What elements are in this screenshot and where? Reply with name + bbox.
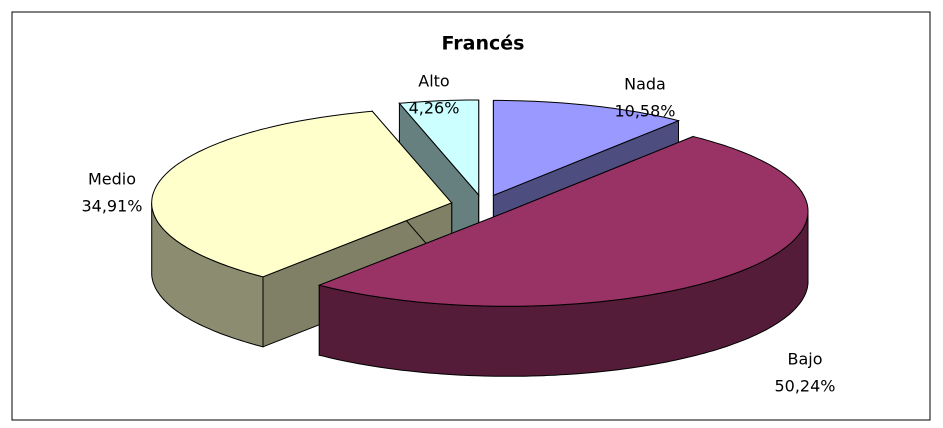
slice — [151, 110, 453, 278]
slice — [317, 135, 809, 307]
slice-label: Medio — [88, 170, 136, 189]
slice — [398, 99, 480, 197]
slice-value-label: 10,58% — [614, 102, 675, 121]
chart-title: Francés — [442, 33, 525, 55]
slice-value-label: 4,26% — [409, 99, 460, 118]
slice — [492, 99, 681, 197]
slice-value-label: 50,24% — [774, 377, 835, 396]
slice-label: Nada — [624, 75, 666, 94]
slice-label: Bajo — [787, 350, 822, 369]
slice-value-label: 34,91% — [81, 197, 142, 216]
slice-label: Alto — [418, 72, 449, 91]
